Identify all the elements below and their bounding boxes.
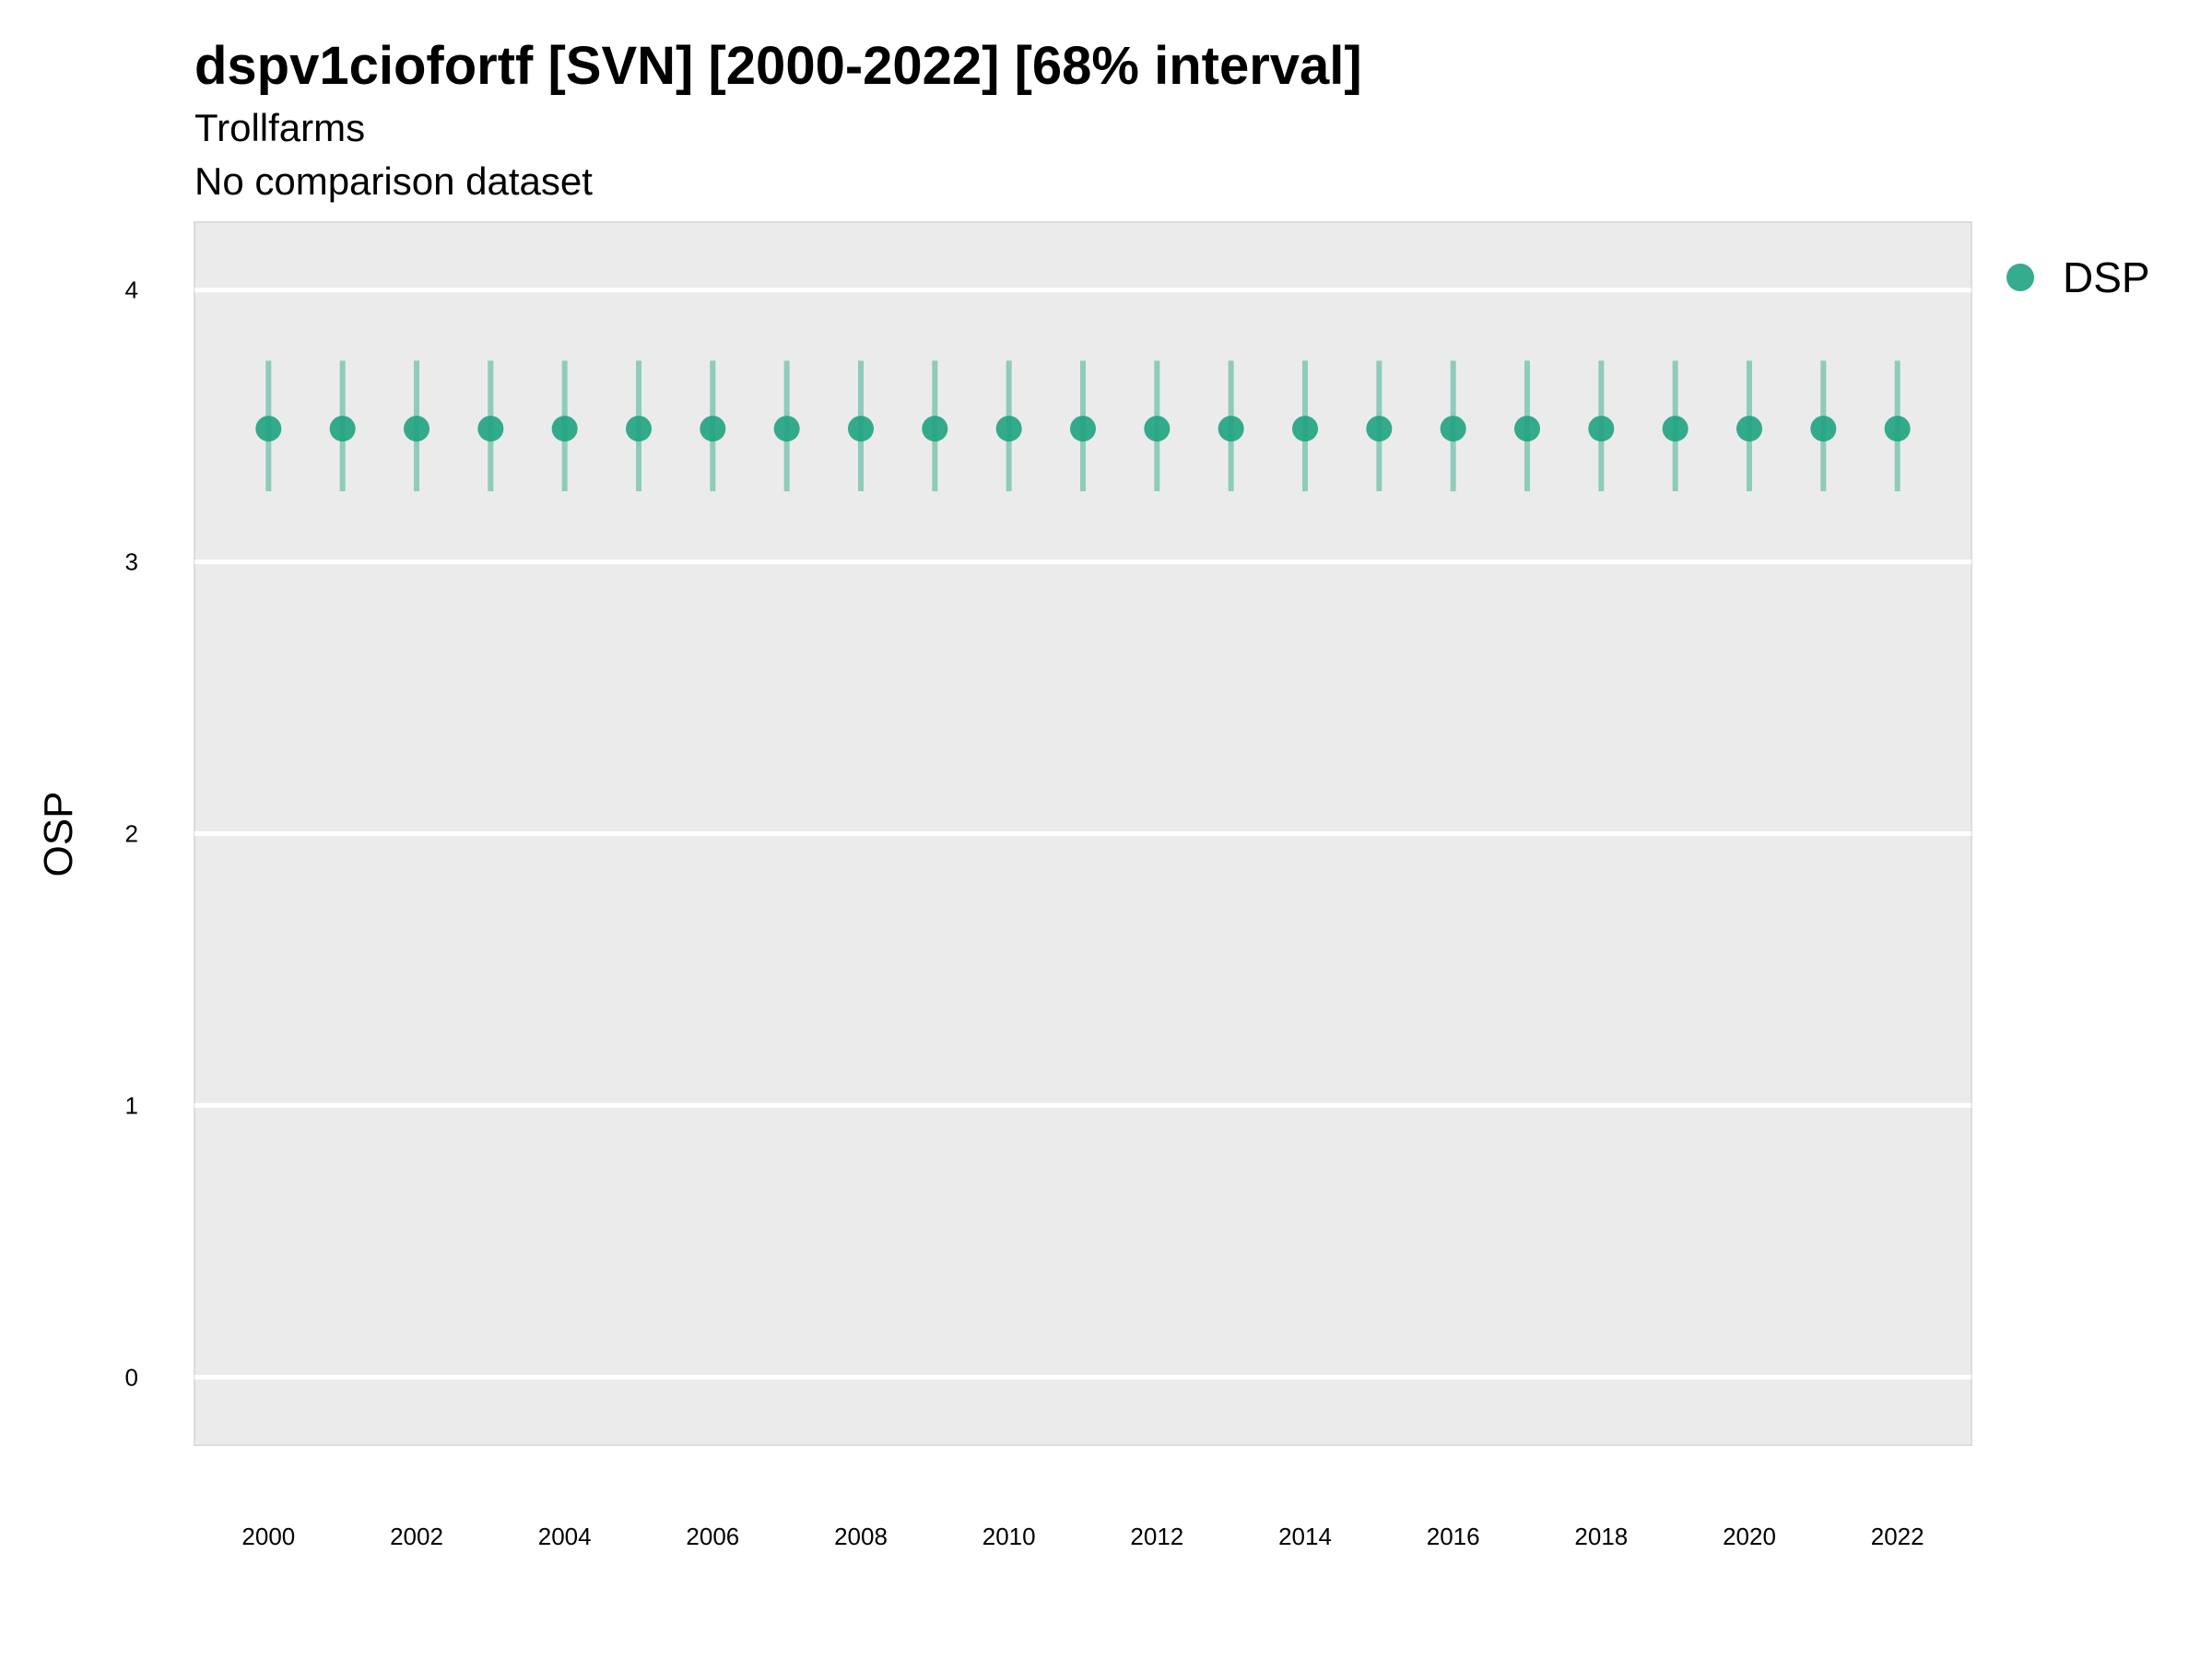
x-tick-label: 2008 — [834, 1523, 888, 1550]
data-point — [477, 416, 504, 442]
legend: DSP — [2006, 253, 2150, 301]
data-point — [1884, 416, 1911, 442]
data-point — [773, 416, 800, 442]
data-point — [1662, 416, 1688, 442]
data-points — [255, 416, 1911, 442]
y-tick-label: 0 — [125, 1363, 138, 1391]
data-point — [922, 416, 948, 442]
data-point — [404, 416, 429, 442]
data-point — [848, 416, 874, 442]
x-tick-label: 2016 — [1427, 1523, 1480, 1550]
x-tick-label: 2012 — [1130, 1523, 1183, 1550]
data-point — [1292, 416, 1318, 442]
x-tick-label: 2018 — [1574, 1523, 1628, 1550]
data-point — [1070, 416, 1096, 442]
data-point — [1366, 416, 1393, 442]
data-point — [995, 416, 1022, 442]
data-point — [1144, 416, 1171, 442]
chart-caption: No comparison dataset — [194, 159, 593, 203]
x-tick-label: 2010 — [982, 1523, 1036, 1550]
data-point — [1218, 416, 1244, 442]
legend-label-dsp: DSP — [2063, 253, 2150, 301]
data-point — [1810, 416, 1837, 442]
x-tick-label: 2004 — [538, 1523, 592, 1550]
chart-title: dspv1ciofortf [SVN] [2000-2022] [68% int… — [194, 36, 1362, 96]
y-tick-label: 4 — [125, 276, 138, 304]
data-point — [626, 416, 652, 442]
y-tick-label: 2 — [125, 820, 138, 848]
chart-subtitle: Trollfarms — [194, 106, 366, 149]
y-axis: 0 1 2 3 4 — [125, 276, 138, 1392]
data-point — [1588, 416, 1615, 442]
data-point — [1440, 416, 1466, 442]
y-axis-title: OSP — [36, 792, 81, 877]
x-axis: 2000 2002 2004 2006 2008 2010 2012 2014 2016 2018… — [241, 1523, 1924, 1550]
x-tick-label: 2022 — [1871, 1523, 1924, 1550]
data-point — [1736, 416, 1762, 442]
data-point — [255, 416, 282, 442]
grid-lines — [194, 288, 1971, 1380]
x-tick-label: 2002 — [390, 1523, 443, 1550]
data-point — [700, 416, 726, 442]
x-tick-label: 2000 — [241, 1523, 295, 1550]
legend-marker-dsp — [2006, 264, 2034, 291]
x-tick-label: 2014 — [1278, 1523, 1332, 1550]
x-tick-label: 2006 — [686, 1523, 739, 1550]
data-point — [329, 416, 356, 442]
x-tick-label: 2020 — [1723, 1523, 1776, 1550]
data-point — [551, 416, 578, 442]
y-tick-label: 1 — [125, 1091, 138, 1119]
data-point — [1514, 416, 1540, 442]
y-tick-label: 3 — [125, 548, 138, 576]
